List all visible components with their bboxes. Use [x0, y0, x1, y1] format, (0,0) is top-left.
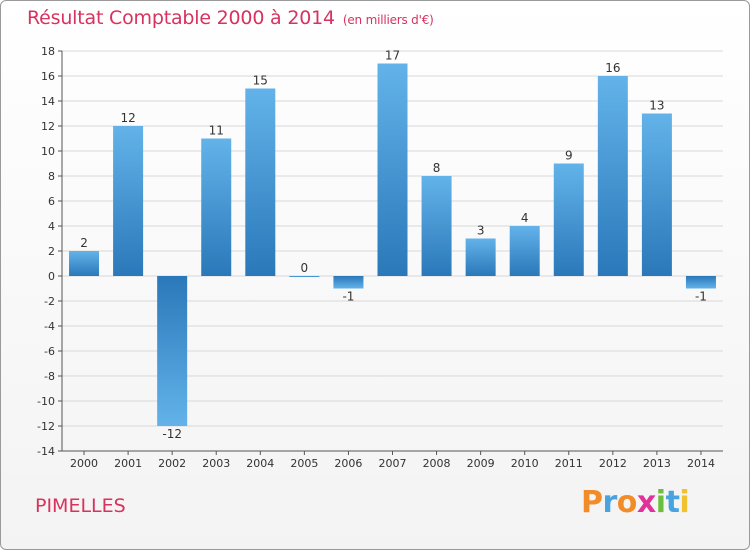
x-tick-label: 2004	[246, 457, 274, 470]
data-label: 9	[565, 149, 573, 163]
bar-2002	[157, 276, 188, 426]
data-label: 16	[605, 61, 620, 75]
chart-title-text: Résultat Comptable 2000 à 2014	[27, 7, 335, 29]
logo-letter: i	[679, 485, 690, 520]
bar-2014	[685, 276, 716, 289]
x-tick-label: 2010	[511, 457, 539, 470]
y-tick-label: -6	[44, 345, 55, 358]
y-tick-label: 8	[48, 170, 55, 183]
data-label: 4	[521, 211, 529, 225]
logo-letter: r	[602, 485, 618, 520]
bar-2011	[553, 163, 584, 276]
logo-letter: o	[616, 485, 638, 520]
data-label: 3	[477, 224, 485, 238]
data-label: -1	[342, 290, 354, 304]
data-label: -1	[695, 290, 707, 304]
data-label: 8	[433, 161, 441, 175]
bar-2010	[509, 226, 540, 276]
bar-2004	[245, 88, 276, 276]
data-label: 17	[385, 49, 400, 63]
x-tick-label: 2003	[202, 457, 230, 470]
bar-2000	[69, 251, 100, 276]
y-tick-label: 6	[48, 195, 55, 208]
data-label: -12	[162, 427, 182, 441]
logo-letter: t	[665, 485, 680, 520]
place-name: PIMELLES	[35, 495, 126, 517]
y-tick-label: 2	[48, 245, 55, 258]
bar-2005	[289, 276, 320, 277]
y-tick-label: 12	[41, 120, 55, 133]
data-label: 12	[120, 111, 135, 125]
bar-2007	[377, 63, 408, 276]
bar-2008	[421, 176, 452, 276]
y-tick-label: 0	[48, 270, 55, 283]
x-tick-label: 2005	[290, 457, 318, 470]
bar-2001	[113, 126, 144, 276]
logo-letter: x	[636, 485, 656, 520]
logo-letter: P	[581, 485, 603, 520]
y-tick-label: -12	[37, 420, 55, 433]
x-tick-label: 2000	[70, 457, 98, 470]
logo-letter: i	[655, 485, 666, 520]
x-tick-label: 2014	[687, 457, 715, 470]
bar-2003	[201, 138, 232, 276]
y-tick-label: 4	[48, 220, 55, 233]
y-tick-label: -10	[37, 395, 55, 408]
x-tick-label: 2006	[334, 457, 362, 470]
data-label: 0	[301, 261, 309, 275]
x-tick-label: 2002	[158, 457, 186, 470]
data-label: 15	[253, 74, 268, 88]
y-tick-label: 16	[41, 70, 55, 83]
x-tick-label: 2001	[114, 457, 142, 470]
chart-subtitle: (en milliers d'€)	[342, 13, 434, 27]
bar-2009	[465, 238, 496, 276]
bar-2013	[641, 113, 672, 276]
bar-2012	[597, 76, 628, 276]
data-label: 2	[80, 236, 88, 250]
y-tick-label: 10	[41, 145, 55, 158]
y-tick-label: 14	[41, 95, 55, 108]
x-tick-label: 2007	[379, 457, 407, 470]
data-label: 13	[649, 99, 664, 113]
y-tick-label: -4	[44, 320, 55, 333]
x-tick-label: 2012	[599, 457, 627, 470]
x-tick-label: 2008	[423, 457, 451, 470]
data-label: 11	[209, 124, 224, 138]
proxiti-logo: Proxiti	[581, 485, 690, 520]
y-tick-label: -2	[44, 295, 55, 308]
bar-2006	[333, 276, 364, 289]
chart-title: Résultat Comptable 2000 à 2014 (en millie…	[27, 7, 434, 29]
x-tick-label: 2011	[555, 457, 583, 470]
y-tick-label: -8	[44, 370, 55, 383]
x-tick-label: 2013	[643, 457, 671, 470]
y-tick-label: -14	[37, 445, 55, 458]
x-tick-label: 2009	[467, 457, 495, 470]
y-tick-label: 18	[41, 45, 55, 58]
